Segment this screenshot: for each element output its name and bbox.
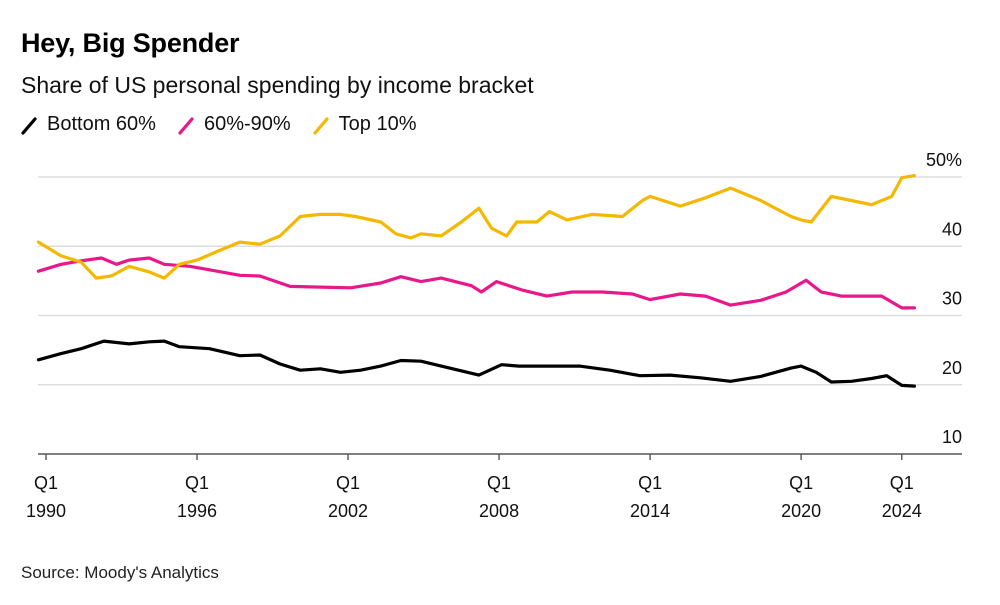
series-line-top-10 xyxy=(36,174,916,280)
x-tick-quarter-label: Q1 xyxy=(487,473,511,493)
legend: Bottom 60% 60%-90% Top 10% xyxy=(21,113,439,136)
series-line-bottom-60 xyxy=(36,339,916,388)
legend-item-60-90: 60%-90% xyxy=(178,113,291,136)
series-lines xyxy=(36,174,916,388)
x-tick-year-label: 1996 xyxy=(177,501,217,521)
legend-label-top-10: Top 10% xyxy=(338,113,417,135)
chart-subtitle: Share of US personal spending by income … xyxy=(21,72,534,98)
x-tick-year-label: 2014 xyxy=(630,501,670,521)
x-tick-year-label: 1990 xyxy=(26,501,66,521)
y-tick-label: 30 xyxy=(942,289,962,309)
legend-swatch-bottom-60-icon xyxy=(21,116,37,135)
x-tick-quarter-label: Q1 xyxy=(789,473,813,493)
x-tick-year-label: 2020 xyxy=(781,501,821,521)
x-tick-quarter-label: Q1 xyxy=(336,473,360,493)
y-axis-labels: 50% 40 30 20 10 xyxy=(926,150,962,447)
y-tick-label: 50% xyxy=(926,150,962,170)
legend-swatch-60-90-icon xyxy=(178,116,194,135)
y-tick-label: 20 xyxy=(942,358,962,378)
x-tick-quarter-label: Q1 xyxy=(638,473,662,493)
legend-item-bottom-60: Bottom 60% xyxy=(21,113,156,136)
legend-item-top-10: Top 10% xyxy=(313,113,417,136)
y-tick-label: 40 xyxy=(942,219,962,239)
x-tick-year-label: 2024 xyxy=(882,501,922,521)
y-tick-label: 10 xyxy=(942,427,962,447)
x-tick-quarter-label: Q1 xyxy=(890,473,914,493)
x-tick-year-label: 2008 xyxy=(479,501,519,521)
x-axis: Q1 1990 Q1 1996 Q1 2002 Q1 2008 Q1 2014 Q1 2020 Q1 20… xyxy=(26,453,962,521)
x-tick-quarter-label: Q1 xyxy=(34,473,58,493)
legend-label-bottom-60: Bottom 60% xyxy=(47,113,156,135)
source-note: Source: Moody's Analytics xyxy=(21,563,219,582)
legend-swatch-top-10-icon xyxy=(313,116,329,135)
x-tick-quarter-label: Q1 xyxy=(185,473,209,493)
x-tick-year-label: 2002 xyxy=(328,501,368,521)
chart-title: Hey, Big Spender xyxy=(21,28,240,58)
series-line-60-90 xyxy=(36,256,916,310)
legend-label-60-90: 60%-90% xyxy=(203,113,291,135)
gridlines xyxy=(38,176,962,386)
